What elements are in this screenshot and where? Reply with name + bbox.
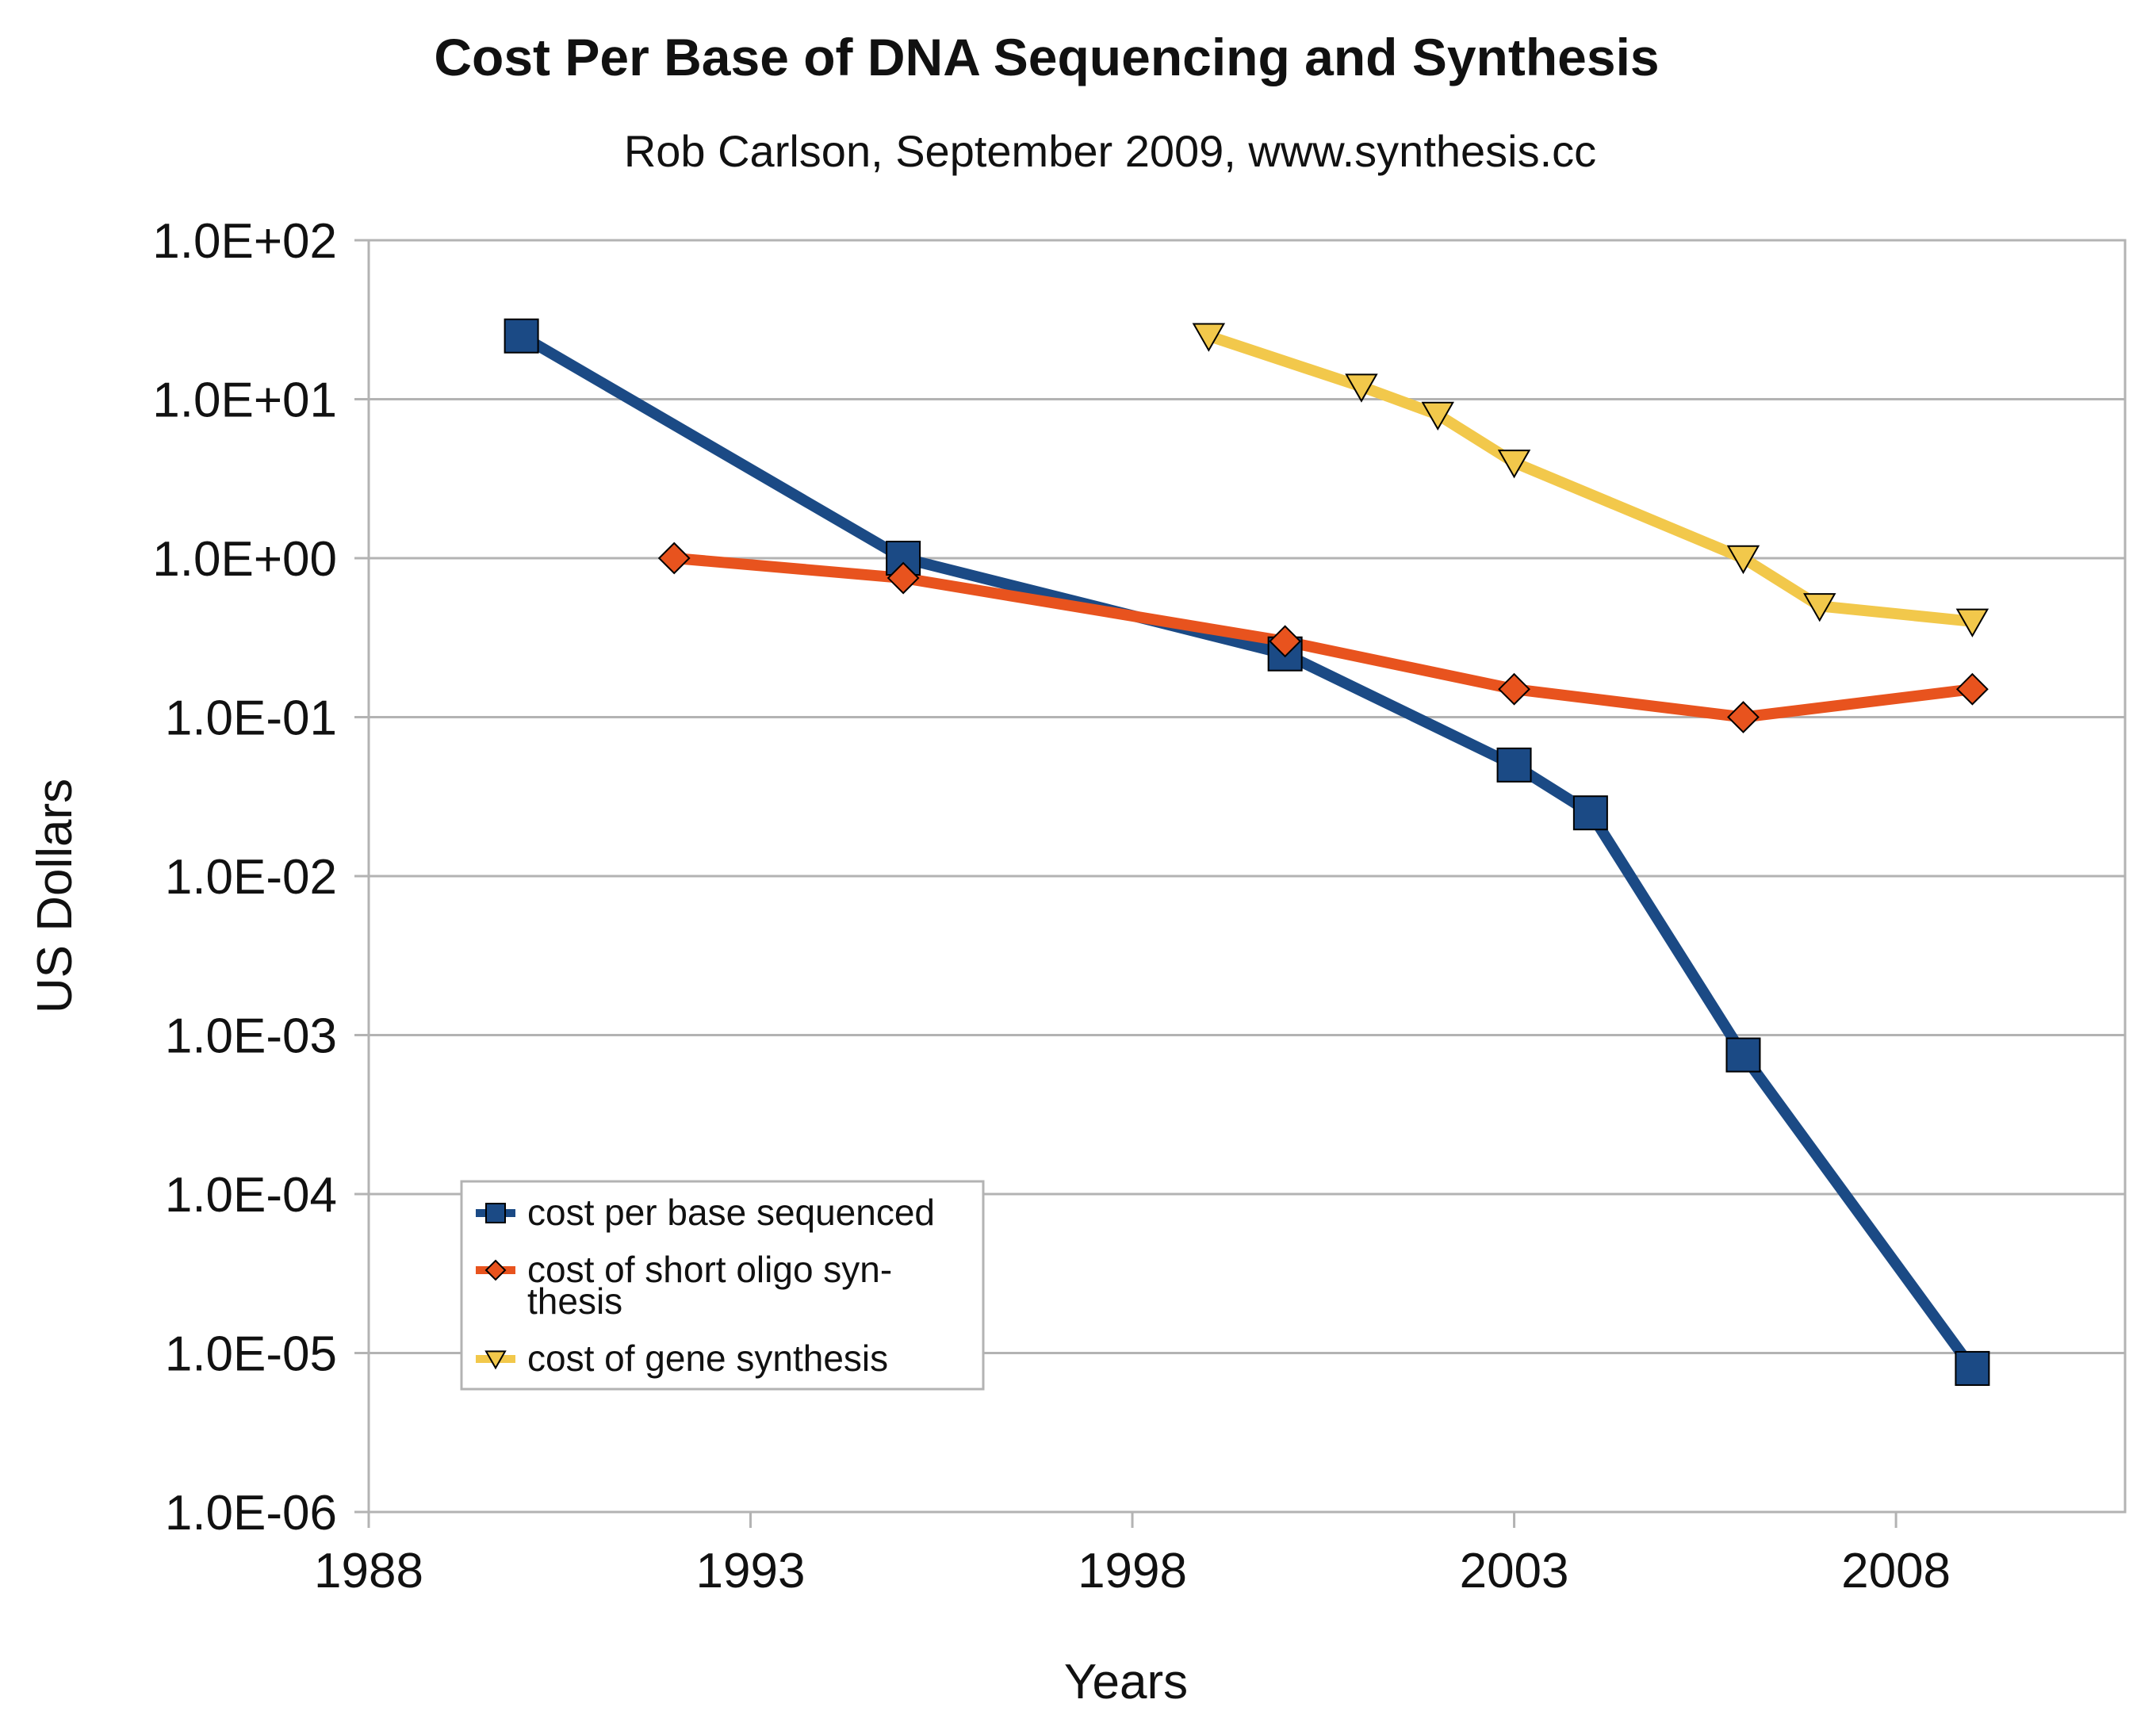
data-point <box>1727 701 1760 733</box>
y-tick-label: 1.0E-02 <box>165 850 337 905</box>
series-lines <box>504 318 1990 1386</box>
y-axis-label: US Dollars <box>28 779 82 1013</box>
legend-label: cost per base sequenced <box>527 1192 935 1233</box>
data-point <box>1955 1350 1990 1386</box>
legend-swatch-marker <box>485 1203 506 1223</box>
data-point <box>1345 373 1378 403</box>
x-tick-label: 1998 <box>1078 1544 1187 1598</box>
y-tick-label: 1.0E-03 <box>165 1009 337 1064</box>
legend-box <box>460 1180 985 1391</box>
y-tick-label: 1.0E-04 <box>165 1168 337 1223</box>
y-tick-label: 1.0E-06 <box>165 1486 337 1541</box>
y-tick-label: 1.0E+02 <box>152 214 337 269</box>
data-point <box>1496 747 1532 783</box>
y-tick-label: 1.0E-01 <box>165 691 337 746</box>
data-point <box>1192 323 1226 352</box>
data-point <box>887 561 920 595</box>
data-point <box>1803 593 1836 622</box>
data-point <box>1725 1037 1761 1073</box>
data-point <box>1421 401 1454 431</box>
legend-label: cost of gene synthesis <box>527 1338 888 1379</box>
legend-label: cost of short oligo syn- <box>527 1249 892 1290</box>
x-tick-label: 2008 <box>1841 1544 1951 1598</box>
data-point <box>1726 545 1760 575</box>
x-axis-label: Years <box>1064 1655 1188 1709</box>
legend-swatch-marker <box>484 1259 507 1281</box>
data-point <box>1955 672 1989 706</box>
x-tick-label: 1993 <box>696 1544 806 1598</box>
data-point <box>1572 795 1608 831</box>
y-tick-label: 1.0E+01 <box>152 373 337 428</box>
data-point <box>1497 450 1531 479</box>
legend-swatch-marker <box>484 1350 507 1370</box>
series-line-2 <box>668 553 1978 723</box>
series-points-2 <box>657 542 1989 733</box>
data-point <box>504 318 539 354</box>
x-tick-label: 1988 <box>314 1544 423 1598</box>
chart-title: Cost Per Base of DNA Sequencing and Synt… <box>434 28 1659 86</box>
data-point <box>1269 625 1302 658</box>
y-tick-label: 1.0E+00 <box>152 532 337 587</box>
chart-subtitle: Rob Carlson, September 2009, www.synthes… <box>624 126 1596 176</box>
series-points-3 <box>1192 323 1989 637</box>
y-tick-label: 1.0E-05 <box>165 1327 337 1382</box>
legend-label: thesis <box>527 1280 622 1322</box>
data-point <box>1498 672 1530 706</box>
axes: 1.0E+02 1.0E+01 1.0E+00 1.0E-01 1.0E-02 1.0E-… <box>152 214 1951 1598</box>
series-points-1 <box>504 318 1990 1386</box>
legend: cost per base sequenced cost of short oli… <box>460 1180 985 1391</box>
data-point <box>1955 608 1989 637</box>
data-point <box>657 542 691 575</box>
x-tick-label: 2003 <box>1460 1544 1569 1598</box>
